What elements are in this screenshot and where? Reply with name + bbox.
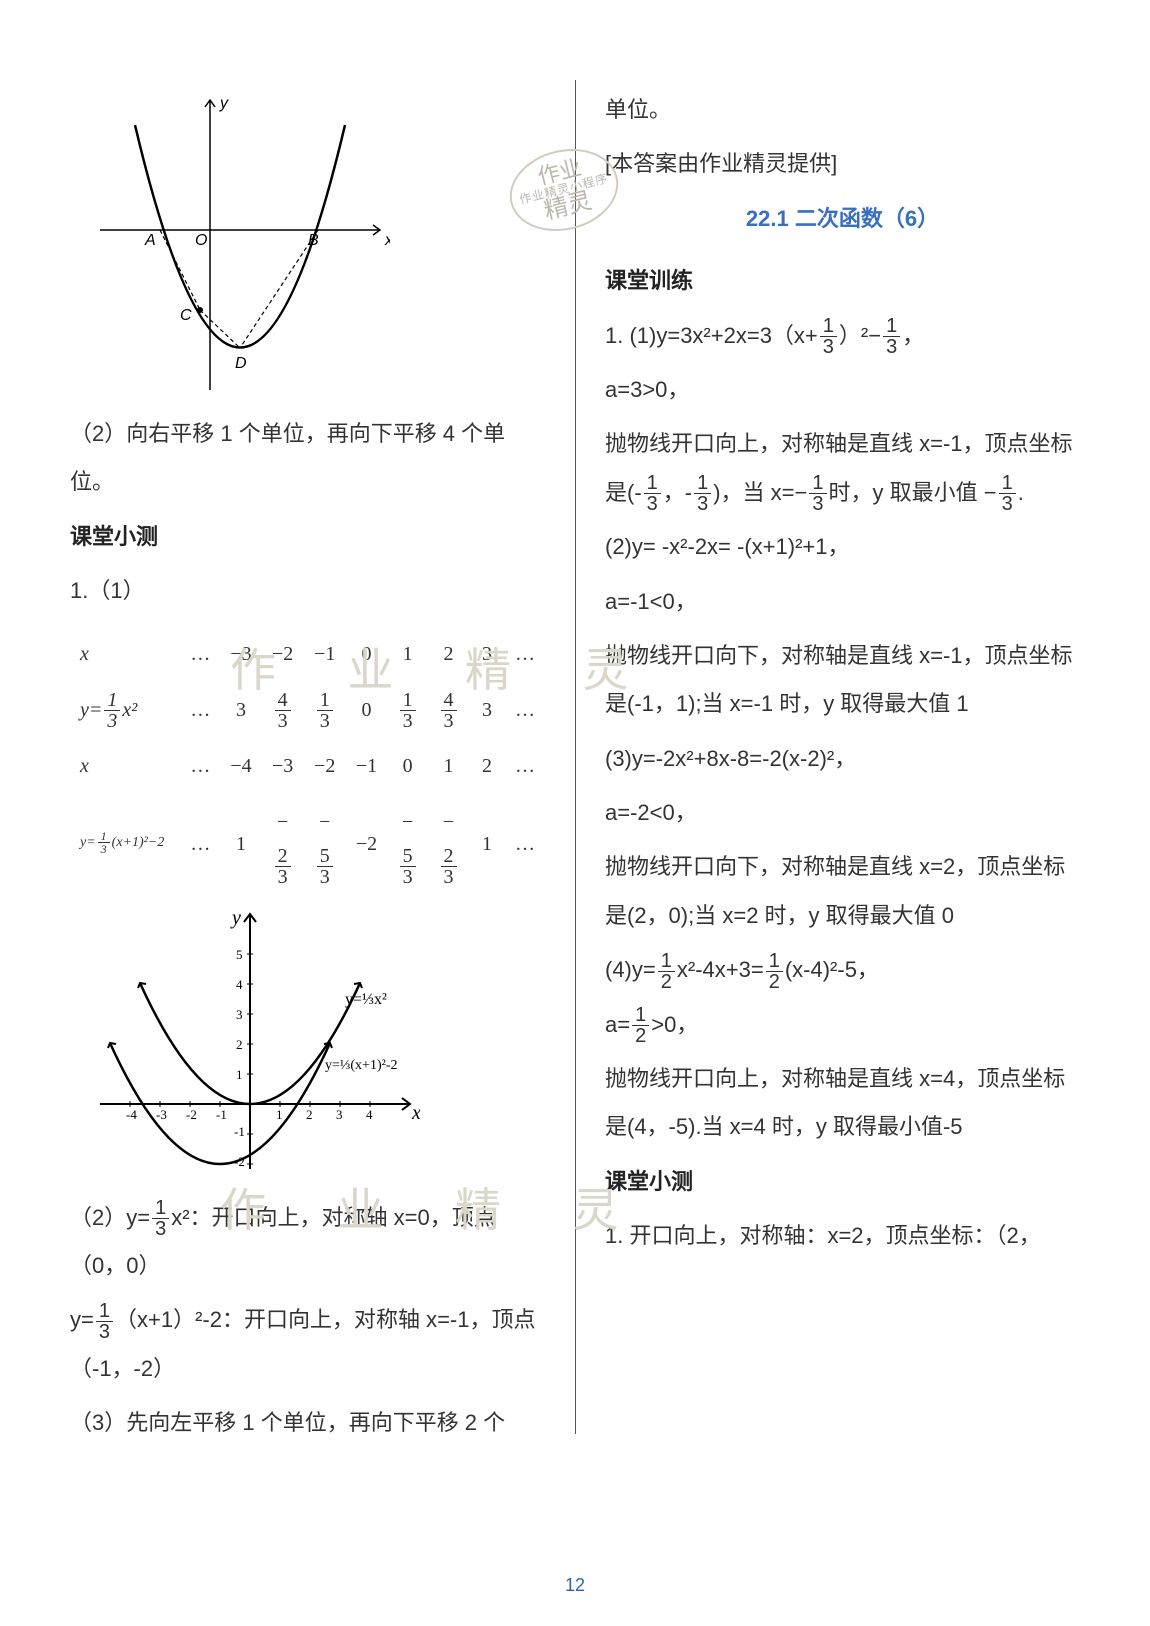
svg-text:D: D: [235, 355, 247, 372]
right-heading-test: 课堂小测: [605, 1158, 1080, 1206]
svg-text:4: 4: [236, 977, 243, 992]
left-p3: （3）先向左平移 1 个单位，再向下平移 2 个: [70, 1399, 545, 1447]
svg-text:3: 3: [236, 1007, 243, 1022]
right-source: [本答案由作业精灵提供]: [605, 140, 1080, 188]
right-unit: 单位。: [605, 86, 1080, 134]
svg-text:B: B: [308, 232, 319, 249]
svg-text:y=⅓x²: y=⅓x²: [345, 991, 387, 1008]
right-q1-a: a=3>0，: [605, 366, 1080, 414]
right-q2-line1: (2)y= -x²-2x= -(x+1)²+1，: [605, 523, 1080, 571]
right-heading-train: 课堂训练: [605, 257, 1080, 305]
q1-part-b: ）²−: [839, 323, 881, 348]
right-q1-line1: 1. (1)y=3x²+2x=3（x+13）²−13，: [605, 312, 1080, 360]
left-eq2: y=13（x+1）²-2：开口向上，对称轴 x=-1，顶点（-1，-2）: [70, 1296, 545, 1393]
right-q3-a: a=-2<0，: [605, 789, 1080, 837]
svg-text:A: A: [144, 232, 156, 249]
right-column: 单位。 [本答案由作业精灵提供] 22.1 二次函数（6） 课堂训练 1. (1…: [575, 80, 1100, 1454]
page-root: x y A O B C D （2）向右平移 1 个单位，再向下平移 4 个单位。…: [0, 0, 1150, 1494]
svg-text:2: 2: [306, 1107, 313, 1122]
left-p2: （2）向右平移 1 个单位，再向下平移 4 个单位。: [70, 410, 545, 507]
svg-text:y: y: [230, 907, 241, 929]
q1d-c: )，当 x=−: [713, 480, 807, 505]
svg-text:-4: -4: [126, 1107, 137, 1122]
svg-text:y=⅓(x+1)²-2: y=⅓(x+1)²-2: [325, 1058, 397, 1073]
svg-text:5: 5: [236, 947, 243, 962]
section-title: 22.1 二次函数（6）: [605, 195, 1080, 243]
left-heading-test: 课堂小测: [70, 513, 545, 561]
q1d-d: 时，y 取最小值 −: [829, 480, 997, 505]
q1-part-c: ，: [902, 323, 924, 348]
q1-part-a: 1. (1)y=3x²+2x=3（x+: [605, 323, 818, 348]
svg-text:-2: -2: [186, 1107, 197, 1122]
right-q4-line1: (4)y=12x²-4x+3=12(x-4)²-5，: [605, 946, 1080, 994]
q4a-a: a=: [605, 1012, 630, 1037]
q4a-b: >0，: [651, 1012, 698, 1037]
right-t1: 1. 开口向上，对称轴：x=2，顶点坐标：（2，: [605, 1212, 1080, 1260]
left-q1-label: 1.（1）: [70, 567, 545, 615]
right-q1-desc: 抛物线开口向上，对称轴是直线 x=-1，顶点坐标是(-13，-13)，当 x=−…: [605, 420, 1080, 517]
q1d-e: .: [1018, 480, 1024, 505]
right-q2-a: a=-1<0，: [605, 578, 1080, 626]
figure-parabola-1: x y A O B C D: [90, 90, 545, 390]
svg-text:C: C: [180, 307, 192, 324]
right-q2-desc: 抛物线开口向下，对称轴是直线 x=-1，顶点坐标是(-1，1);当 x=-1 时…: [605, 632, 1080, 729]
right-q3-line1: (3)y=-2x²+8x-8=-2(x-2)²，: [605, 735, 1080, 783]
q1d-b: ，-: [663, 480, 692, 505]
svg-text:1: 1: [276, 1107, 283, 1122]
svg-text:2: 2: [236, 1037, 243, 1052]
value-table-1: x …−3−2−10123… y=13x² …3 43 13 0 13 43 3…: [70, 626, 545, 894]
q4-b: x²-4x+3=: [677, 957, 764, 982]
svg-text:1: 1: [236, 1067, 243, 1082]
left-eq1: （2）y=13x²：开口向上，对称轴 x=0，顶点（0，0）: [70, 1194, 545, 1291]
page-number: 12: [0, 1566, 1150, 1606]
right-q4-desc: 抛物线开口向上，对称轴是直线 x=4，顶点坐标是(4，-5).当 x=4 时，y…: [605, 1055, 1080, 1152]
column-divider: [575, 80, 576, 1434]
svg-text:O: O: [195, 232, 207, 249]
svg-text:-1: -1: [216, 1107, 227, 1122]
svg-text:3: 3: [336, 1107, 343, 1122]
right-q3-desc: 抛物线开口向下，对称轴是直线 x=2，顶点坐标是(2，0);当 x=2 时，y …: [605, 843, 1080, 940]
svg-text:4: 4: [366, 1107, 373, 1122]
left-column: x y A O B C D （2）向右平移 1 个单位，再向下平移 4 个单位。…: [50, 80, 575, 1454]
q4-a: (4)y=: [605, 957, 656, 982]
svg-text:x: x: [384, 232, 390, 249]
figure-parabola-2: x y -4-3-2-1 1234 12345 -1-2: [90, 904, 545, 1174]
right-q4-a: a=12>0，: [605, 1001, 1080, 1049]
svg-text:-1: -1: [234, 1124, 245, 1139]
svg-text:y: y: [219, 95, 229, 112]
svg-text:-3: -3: [156, 1107, 167, 1122]
q4-c: (x-4)²-5，: [785, 957, 879, 982]
svg-text:x: x: [411, 1102, 420, 1124]
